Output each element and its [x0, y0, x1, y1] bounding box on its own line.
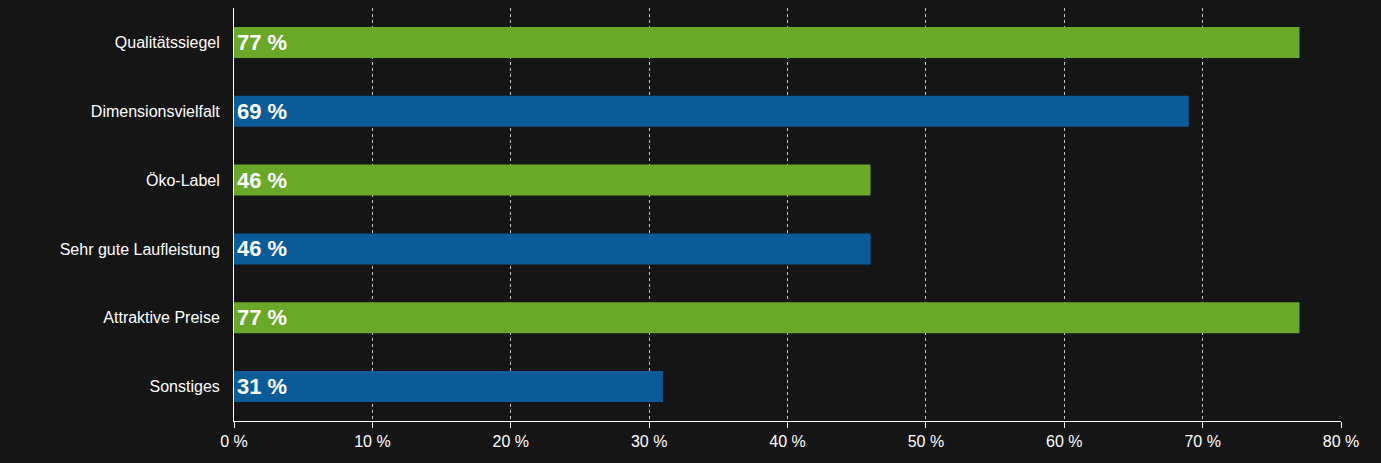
- svg-text:Attraktive Preise: Attraktive Preise: [103, 309, 220, 326]
- svg-text:Sonstiges: Sonstiges: [150, 378, 220, 395]
- svg-text:20 %: 20 %: [493, 433, 529, 450]
- svg-text:31 %: 31 %: [237, 374, 287, 399]
- svg-text:30 %: 30 %: [631, 433, 667, 450]
- svg-text:70 %: 70 %: [1184, 433, 1220, 450]
- svg-text:Dimensionsvielfalt: Dimensionsvielfalt: [91, 103, 220, 120]
- svg-text:0 %: 0 %: [220, 433, 248, 450]
- svg-text:Sehr gute Laufleistung: Sehr gute Laufleistung: [60, 241, 220, 258]
- svg-text:77 %: 77 %: [237, 305, 287, 330]
- svg-text:10 %: 10 %: [354, 433, 390, 450]
- svg-text:69 %: 69 %: [237, 99, 287, 124]
- svg-text:46 %: 46 %: [237, 236, 287, 261]
- svg-text:Öko-Label: Öko-Label: [146, 172, 220, 189]
- svg-text:77 %: 77 %: [237, 30, 287, 55]
- svg-text:Qualitätssiegel: Qualitätssiegel: [115, 34, 220, 51]
- svg-text:80 %: 80 %: [1323, 433, 1359, 450]
- svg-text:50 %: 50 %: [908, 433, 944, 450]
- svg-text:46 %: 46 %: [237, 168, 287, 193]
- svg-text:40 %: 40 %: [769, 433, 805, 450]
- svg-text:60 %: 60 %: [1046, 433, 1082, 450]
